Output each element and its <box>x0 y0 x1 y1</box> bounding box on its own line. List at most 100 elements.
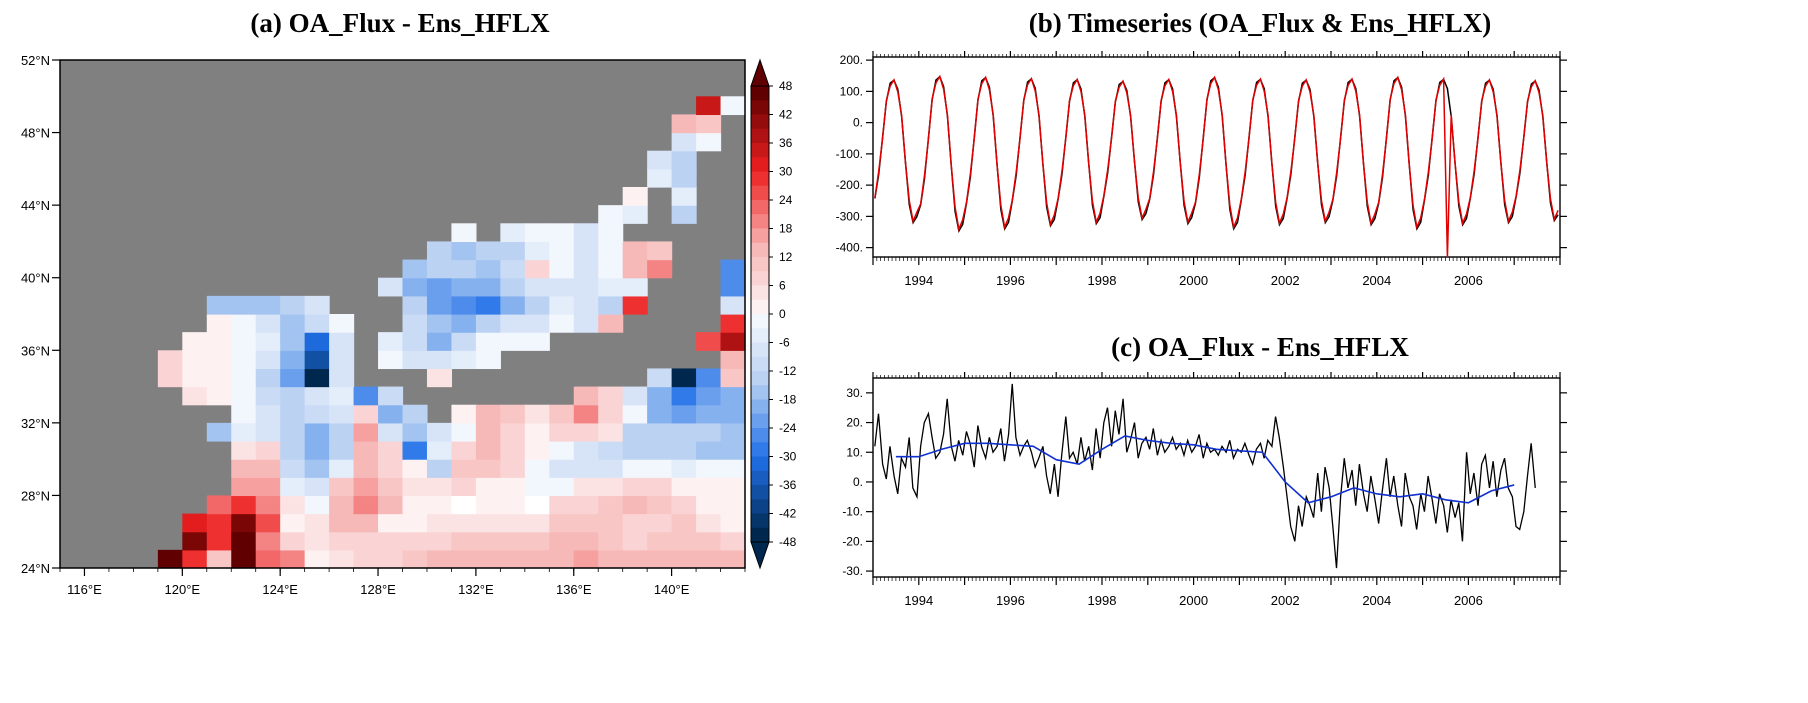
heatmap-cell <box>524 404 550 424</box>
heatmap-cell <box>206 422 232 442</box>
heatmap-cell <box>182 513 208 533</box>
heatmap-cell <box>402 422 428 442</box>
colorbar-segment <box>751 214 769 229</box>
diff-x-tick-label: 2006 <box>1454 593 1483 608</box>
ts-y-tick-label: 200. <box>840 53 863 67</box>
heatmap-cell <box>549 422 575 442</box>
heatmap-cell <box>696 495 722 515</box>
heatmap-cell <box>353 441 379 460</box>
diff-x-tick-label: 1998 <box>1088 593 1117 608</box>
ts-x-tick-label: 1998 <box>1088 273 1117 288</box>
heatmap-cell <box>720 295 746 315</box>
heatmap-cell <box>255 531 281 551</box>
heatmap-cell <box>671 187 697 206</box>
heatmap-cell <box>500 495 526 515</box>
heatmap-cell <box>524 441 550 460</box>
heatmap-cell <box>451 549 477 569</box>
heatmap-cell <box>598 549 624 569</box>
heatmap-cell <box>696 422 722 442</box>
heatmap-cell <box>647 549 673 569</box>
heatmap-cell <box>451 459 477 478</box>
heatmap-cell <box>622 441 648 460</box>
heatmap-cell <box>378 477 404 497</box>
heatmap-cell <box>573 404 599 424</box>
ts-x-tick-label: 1996 <box>996 273 1025 288</box>
heatmap-cell <box>231 314 257 333</box>
heatmap-cell <box>475 332 501 351</box>
heatmap-cell <box>426 531 453 551</box>
colorbar-label: 48 <box>779 79 793 93</box>
colorbar-label: -24 <box>779 421 797 435</box>
heatmap-cell <box>500 441 526 460</box>
colorbar-label: -12 <box>779 364 797 378</box>
heatmap-cell <box>524 295 550 315</box>
heatmap-cell <box>304 513 330 533</box>
heatmap-cell <box>500 314 526 333</box>
heatmap-cell <box>598 477 624 497</box>
heatmap-cell <box>182 332 208 351</box>
heatmap-cell <box>206 350 232 370</box>
heatmap-cell <box>671 531 697 551</box>
smoothed-line <box>895 435 1515 504</box>
heatmap-cell <box>206 513 232 533</box>
map-y-tick-label: 24°N <box>21 561 50 576</box>
heatmap-cell <box>304 422 330 442</box>
heatmap-cell <box>255 295 281 315</box>
heatmap-cell <box>426 422 453 442</box>
colorbar-segment <box>751 356 769 372</box>
heatmap-cell <box>426 513 453 533</box>
heatmap-cell <box>426 459 453 478</box>
heatmap-cell <box>671 168 697 188</box>
map-x-tick-label: 132°E <box>458 582 494 597</box>
heatmap-cell <box>524 223 550 243</box>
heatmap-cell <box>500 241 526 261</box>
heatmap-cell <box>720 441 746 460</box>
heatmap-cell <box>622 404 648 424</box>
map-y-tick-label: 28°N <box>21 488 50 503</box>
heatmap-cell <box>622 422 648 442</box>
heatmap-cell <box>500 513 526 533</box>
heatmap-cell <box>475 459 501 478</box>
heatmap-cell <box>549 223 575 243</box>
heatmap-cell <box>598 259 624 279</box>
heatmap-cell <box>475 350 501 370</box>
heatmap-cell <box>353 495 379 515</box>
heatmap-cell <box>598 241 624 261</box>
heatmap-cell <box>426 277 453 297</box>
anomaly-line <box>874 383 1536 569</box>
heatmap-cell <box>157 350 183 370</box>
difference-title: (c) OA_Flux - Ens_HFLX <box>1111 332 1409 362</box>
heatmap-cell <box>475 531 501 551</box>
heatmap-cell <box>500 422 526 442</box>
colorbar-segment <box>751 157 769 172</box>
heatmap-cell <box>280 441 306 460</box>
heatmap-cell <box>304 441 330 460</box>
ts-x-tick-label: 2004 <box>1362 273 1391 288</box>
heatmap-cell <box>329 549 355 569</box>
heatmap-cell <box>329 350 355 370</box>
heatmap-cell <box>402 495 428 515</box>
heatmap-cell <box>255 368 281 388</box>
heatmap-cell <box>549 259 575 279</box>
heatmap-cell <box>696 368 722 388</box>
diff-x-tick-label: 2002 <box>1271 593 1300 608</box>
heatmap-cell <box>402 441 428 460</box>
heatmap-cell <box>524 513 550 533</box>
heatmap-cell <box>451 350 477 370</box>
map-x-tick-label: 116°E <box>67 582 102 597</box>
heatmap-cell <box>182 350 208 370</box>
heatmap-cell <box>598 422 624 442</box>
heatmap-cell <box>696 513 722 533</box>
heatmap-cell <box>329 422 355 442</box>
heatmap-cell <box>402 277 428 297</box>
heatmap-cell <box>720 513 746 533</box>
heatmap-cell <box>696 441 722 460</box>
heatmap-cell <box>451 513 477 533</box>
diff-x-tick-label: 1996 <box>996 593 1025 608</box>
heatmap-cell <box>329 386 355 406</box>
colorbar-segment <box>751 271 769 286</box>
diff-y-tick-label: 20. <box>846 416 863 430</box>
diff-x-tick-label: 2004 <box>1362 593 1391 608</box>
heatmap-cell <box>353 459 379 478</box>
